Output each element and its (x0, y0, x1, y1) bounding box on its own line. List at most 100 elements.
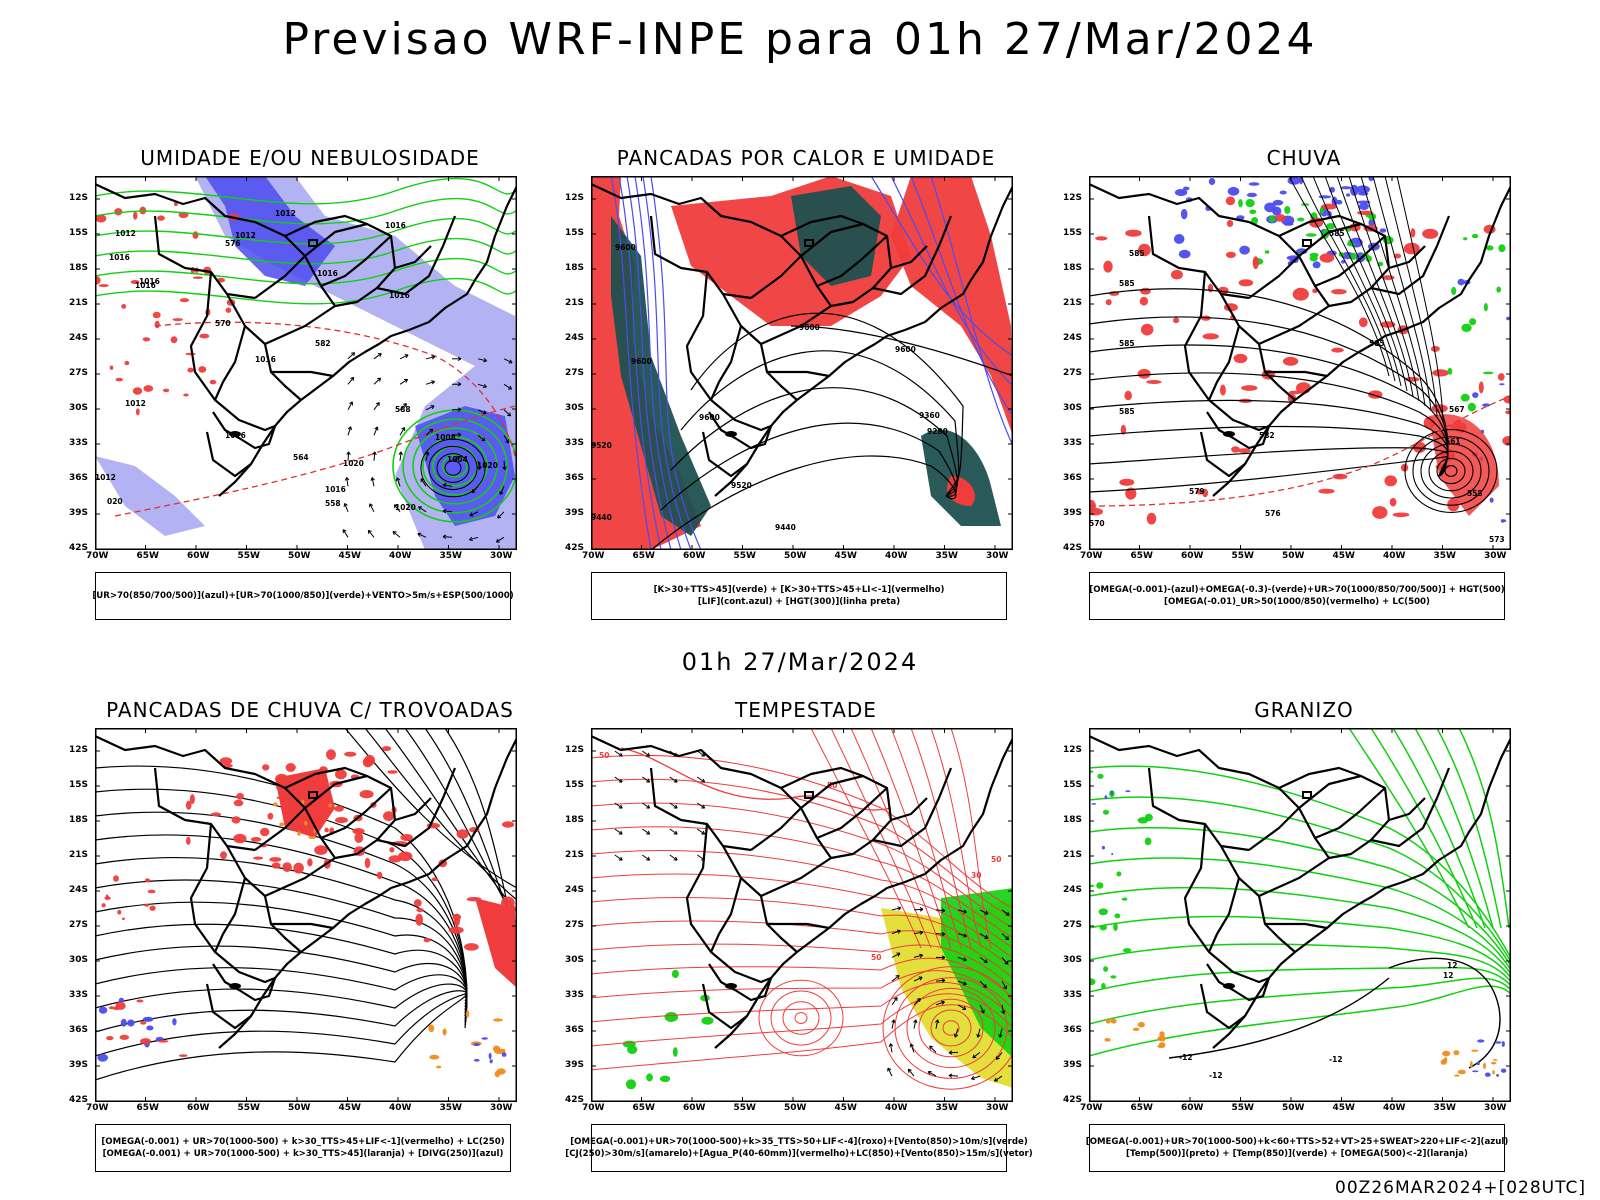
blue-cell (1499, 383, 1505, 386)
wind-vector (935, 933, 946, 935)
red-cell (140, 1038, 151, 1045)
border-line (1199, 431, 1246, 478)
red-cell (1119, 478, 1135, 486)
red-cell (1137, 368, 1151, 379)
red-cell (1312, 288, 1318, 294)
lat-tick-label: 30S (69, 403, 89, 413)
green-cell (646, 1073, 653, 1082)
orange-cell (328, 803, 333, 808)
contour-label: 9600 (631, 357, 652, 366)
wind-vector-head (476, 466, 482, 470)
wind-vector-head (646, 804, 651, 809)
blue-cell (127, 1019, 135, 1027)
wind-vector (669, 828, 678, 835)
contour-label: 1012 (95, 473, 116, 482)
contour-label: 1016 (135, 281, 156, 290)
wind-vector-head (982, 983, 987, 988)
wind-vector (477, 409, 487, 414)
red-cell (95, 214, 107, 223)
lake-mark (308, 791, 318, 799)
wind-vector-head (929, 1045, 934, 1050)
lake-mark (1223, 431, 1235, 437)
streamline-red (910, 728, 972, 949)
streamline (404, 728, 517, 925)
border-line (226, 845, 302, 953)
wind-vector (913, 998, 921, 1006)
wind-vector (891, 907, 901, 911)
wind-vector-head (963, 933, 967, 938)
orange-cell (1158, 1042, 1166, 1048)
border-line (1370, 767, 1451, 848)
contour-label: 1020 (343, 459, 364, 468)
streamline-red (890, 728, 962, 949)
blue-cell (1111, 852, 1114, 856)
lon-tick-label: 30W (1484, 1103, 1507, 1113)
contour-label: 579 (1189, 487, 1205, 496)
wind-vector-head (983, 959, 988, 964)
red-cell (1380, 321, 1396, 328)
border-line (701, 431, 748, 478)
border-line (1199, 983, 1246, 1030)
streamline-red (591, 943, 1013, 989)
wind-vector-head (888, 1043, 894, 1047)
orange-cell (1492, 1059, 1498, 1061)
red-cell (1173, 317, 1180, 324)
wind-vector (935, 909, 946, 912)
border-line (254, 774, 397, 898)
border-line (212, 963, 277, 1002)
wind-vector-head (701, 778, 706, 783)
red-cell (187, 367, 194, 373)
border-line (1206, 963, 1271, 1002)
lat-tick-label: 33S (69, 990, 89, 1000)
wind-vector (443, 484, 453, 487)
border-line (890, 797, 928, 822)
contour-label: 1016 (109, 253, 130, 262)
panel-trovoadas: PANCADAS DE CHUVA C/ TROVOADAS 12S 15S 18S… (55, 698, 565, 1188)
contour-label: 585 (1119, 339, 1135, 348)
wind-vector (890, 1043, 893, 1053)
lat-tick-label: 27S (69, 920, 89, 930)
axes (1088, 728, 1511, 1102)
blue-cell (1500, 1068, 1507, 1073)
red-cell (324, 827, 329, 833)
red-cell (1095, 236, 1108, 241)
red-cell (178, 1054, 188, 1057)
wind-vector-head (646, 856, 651, 861)
wind-vector-head (935, 1019, 940, 1024)
wind-vector-head (896, 929, 901, 934)
green-cell (1245, 199, 1255, 208)
lon-tick-label: 50W (1282, 1103, 1305, 1113)
green-cell (1114, 913, 1121, 919)
red-cell (152, 311, 161, 319)
wind-vector (373, 377, 381, 385)
lat-tick-label: 42S (1063, 1095, 1083, 1105)
wind-vector (425, 405, 435, 411)
contour-label: -12 (1179, 1053, 1193, 1062)
wind-vector (371, 477, 375, 487)
lat-tick-label: 36S (1063, 1025, 1083, 1035)
contour-line (422, 436, 488, 496)
map-trovoadas: 12S 15S 18S 21S 24S 27S 30S 33S 36S 39S 42S 70W 65W 6… (69, 728, 517, 1113)
wind-vector (477, 358, 487, 362)
wind-vector-head (456, 455, 461, 460)
wind-vector (979, 956, 988, 964)
axes (94, 176, 517, 550)
red-cell (1202, 333, 1219, 340)
streamline (95, 988, 468, 1081)
lat-tick-label: 39S (565, 1060, 585, 1070)
lat-tick-label: 18S (1063, 815, 1083, 825)
red-cell (1282, 356, 1299, 366)
red-cell (1233, 353, 1248, 364)
lon-tick-label: 45W (834, 1103, 857, 1113)
red-cell (185, 352, 196, 356)
border-line (189, 271, 276, 432)
blue-cell (146, 1025, 154, 1031)
green-cell (1144, 837, 1152, 846)
wind-vector (373, 451, 376, 461)
wind-vector-head (393, 504, 398, 509)
wind-vector (367, 529, 375, 538)
wind-vector-head (941, 908, 946, 913)
blue-cell (1174, 189, 1188, 196)
blue-cell (1182, 186, 1190, 191)
wind-vector (907, 1068, 915, 1077)
